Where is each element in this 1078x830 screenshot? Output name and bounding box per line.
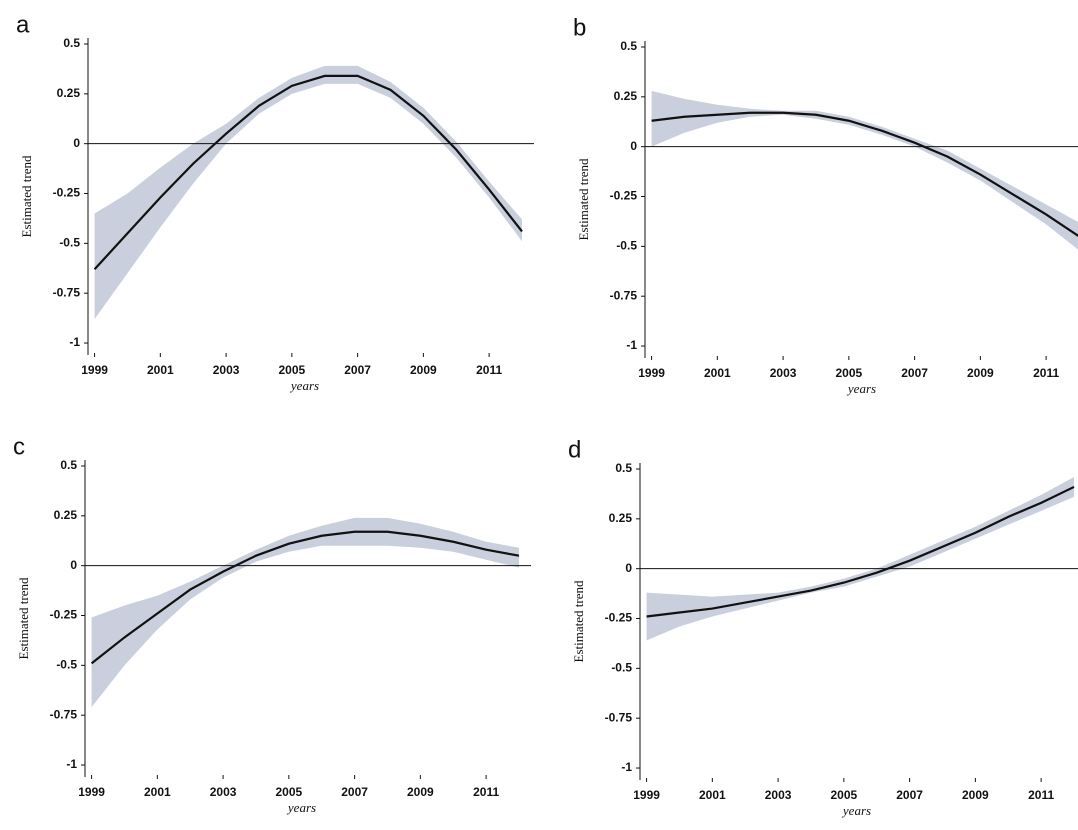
panel-label: c [13, 433, 25, 460]
y-tick-label: -0.75 [610, 288, 638, 302]
x-tick-label: 2011 [476, 363, 502, 377]
y-tick-label: -0.75 [53, 285, 81, 299]
y-axis-label: Estimated trend [16, 577, 31, 659]
x-tick-label: 2009 [962, 788, 989, 802]
x-tick-label: 2005 [275, 785, 302, 799]
confidence-band [94, 65, 523, 320]
y-tick-label: 0 [625, 561, 632, 575]
y-tick-label: 0.25 [614, 89, 638, 103]
x-tick-label: 2001 [704, 366, 731, 380]
x-tick-label: 2007 [341, 785, 368, 799]
x-tick-label: 2003 [210, 785, 237, 799]
x-tick-label: 2001 [147, 363, 174, 377]
x-tick-label: 2007 [896, 788, 923, 802]
trend-line [646, 485, 1075, 618]
y-tick-label: -0.25 [53, 186, 81, 200]
y-tick-label: -0.5 [611, 661, 632, 675]
y-tick-label: -0.75 [605, 710, 633, 724]
panel-label: a [16, 11, 30, 38]
y-tick-label: 0.5 [620, 39, 637, 53]
x-tick-label: 1999 [638, 366, 665, 380]
x-tick-label: 2005 [835, 366, 862, 380]
trend-line [93, 74, 523, 271]
y-tick-label: -1 [626, 338, 637, 352]
x-tick-label: 2005 [278, 363, 305, 377]
panel-label: b [573, 14, 586, 41]
x-tick-label: 2001 [144, 785, 171, 799]
x-tick-label: 2001 [699, 788, 726, 802]
y-tick-label: -1 [621, 760, 632, 774]
y-tick-label: -0.25 [610, 189, 638, 203]
y-axis-label: Estimated trend [571, 580, 586, 662]
x-tick-label: 1999 [81, 363, 108, 377]
y-tick-label: 0.25 [54, 508, 78, 522]
x-axis-label: years [289, 378, 319, 393]
x-tick-label: 2009 [967, 366, 994, 380]
x-axis-label: years [841, 803, 871, 818]
y-axis-label: Estimated trend [576, 158, 591, 240]
y-axis-label: Estimated trend [19, 155, 34, 237]
y-tick-label: -1 [69, 335, 80, 349]
confidence-band [651, 90, 1078, 250]
y-tick-label: -0.5 [59, 236, 80, 250]
y-tick-label: -0.25 [605, 611, 633, 625]
y-tick-label: -1 [66, 757, 77, 771]
y-tick-label: -0.5 [56, 658, 77, 672]
confidence-band [646, 476, 1074, 641]
y-tick-label: 0 [630, 139, 637, 153]
x-tick-label: 2009 [407, 785, 434, 799]
y-tick-label: 0 [70, 558, 77, 572]
x-tick-label: 1999 [78, 785, 105, 799]
panel-label: d [568, 436, 581, 463]
x-tick-label: 2007 [344, 363, 371, 377]
trend-line [651, 111, 1078, 238]
x-tick-label: 2005 [830, 788, 857, 802]
y-tick-label: -0.75 [50, 707, 78, 721]
trend-line [90, 530, 520, 665]
y-tick-label: 0.25 [57, 86, 81, 100]
x-tick-label: 2011 [1028, 788, 1054, 802]
x-tick-label: 1999 [633, 788, 660, 802]
x-tick-label: 2009 [410, 363, 437, 377]
y-tick-label: 0 [73, 136, 80, 150]
x-tick-label: 2003 [213, 363, 240, 377]
confidence-band [91, 517, 520, 708]
x-tick-label: 2003 [765, 788, 792, 802]
x-tick-label: 2011 [473, 785, 499, 799]
y-tick-label: -0.25 [50, 608, 78, 622]
y-tick-label: 0.25 [609, 511, 633, 525]
y-tick-label: 0.5 [63, 36, 80, 50]
y-tick-label: -0.5 [616, 239, 637, 253]
y-tick-label: 0.5 [60, 458, 77, 472]
x-tick-label: 2011 [1033, 366, 1059, 380]
x-axis-label: years [846, 381, 876, 396]
x-tick-label: 2003 [770, 366, 797, 380]
x-axis-label: years [286, 800, 316, 815]
x-tick-label: 2007 [901, 366, 928, 380]
y-tick-label: 0.5 [615, 461, 632, 475]
